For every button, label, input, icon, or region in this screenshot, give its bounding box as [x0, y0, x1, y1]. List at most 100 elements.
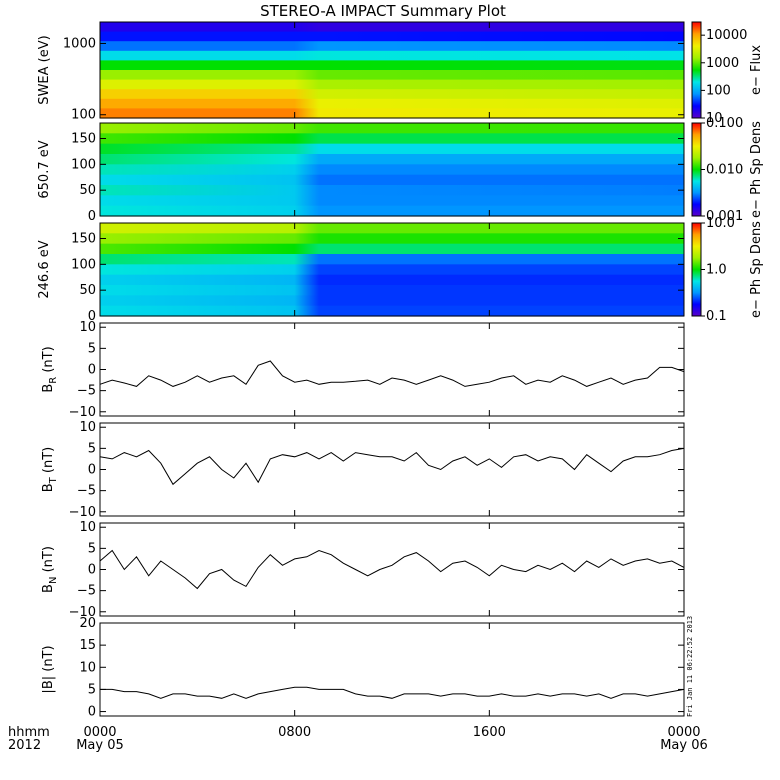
panel-frame: [99, 322, 685, 417]
y-axis-label-unit: (nT): [41, 346, 56, 376]
colorbar-tick-label: 0.001: [706, 209, 743, 224]
heatmap-row: [100, 70, 684, 81]
colorbar-label: e− Ph Sp Dens: [749, 221, 764, 318]
series-line-bt: [99, 447, 685, 486]
panel-frame: [99, 21, 685, 119]
panel-bmag: 0 5 10 15 20 |B| (nT): [41, 616, 685, 720]
plot-title: STEREO-A IMPACT Summary Plot: [260, 2, 506, 20]
panel-pad246: 0.1 1.0 10.0 e− Ph Sp Dens 0 50 100 150 246.6 eV: [37, 216, 764, 324]
colorbar-tick-label: 1.0: [706, 263, 727, 278]
heatmap-row: [100, 50, 684, 61]
time-axis-row-label-1: hhmm: [8, 725, 50, 740]
y-tick-label: 5: [88, 341, 96, 356]
y-tick-label: 0: [88, 363, 96, 378]
y-tick-label: −5: [77, 384, 96, 399]
panel-frame: [99, 522, 685, 617]
y-axis-label-main: 650.7 eV: [37, 140, 52, 198]
time-tick-label: 0800: [278, 725, 311, 740]
heatmap-row: [100, 174, 684, 186]
y-axis-label-main: B: [41, 384, 56, 393]
y-axis-label-main: 246.6 eV: [37, 240, 52, 298]
panel-frame: [99, 222, 685, 317]
y-tick-label: −5: [77, 584, 96, 599]
y-axis-label-bmag: |B| (nT): [41, 645, 56, 693]
y-tick-label: 5: [88, 541, 96, 556]
series-line-br: [99, 360, 685, 387]
y-tick-label: 150: [71, 232, 96, 247]
y-tick-label: 0: [88, 705, 96, 720]
y-axis-label-subscript: R: [48, 377, 59, 384]
y-tick-label: 10: [79, 320, 96, 335]
time-tick-date: May 06: [660, 738, 708, 753]
colorbar-pad246: [691, 222, 702, 317]
y-axis-label-pad650: 650.7 eV: [37, 140, 52, 198]
colorbar-pad650: [691, 122, 702, 217]
y-axis-label-main: B: [41, 483, 56, 492]
panel-frame: [99, 622, 685, 717]
series-line-bmag: [100, 686, 685, 699]
heatmap-row: [100, 79, 684, 90]
y-axis-label-pad246: 246.6 eV: [37, 240, 52, 298]
y-tick-label: 10: [79, 520, 96, 535]
y-tick-label: 20: [79, 616, 96, 631]
colorbar-tick-label: 10.0: [706, 216, 735, 231]
heatmap-row: [100, 164, 684, 176]
y-tick-label: 100: [71, 108, 96, 123]
heatmap-row: [100, 264, 684, 276]
heatmap-row: [100, 185, 684, 196]
time-tick-label: 0000: [83, 725, 116, 740]
colorbar-tick-label: 0.1: [706, 309, 727, 324]
heatmap-row: [100, 123, 684, 134]
heatmap-row: [100, 22, 684, 33]
y-axis-label-unit: (nT): [41, 447, 56, 477]
heatmap-row: [100, 143, 684, 155]
panel-frame: [99, 422, 685, 517]
heatmap-row: [100, 89, 684, 100]
heatmap-row: [100, 274, 684, 286]
heatmap-row: [100, 195, 684, 207]
y-tick-label: 1000: [63, 36, 96, 51]
creation-stamp: Fri Jan 11 06:22:52 2013: [686, 616, 694, 717]
colorbar-tick-label: 10000: [706, 28, 747, 43]
y-axis-label-main: SWEA (eV): [37, 35, 52, 104]
y-axis-label-unit: (nT): [41, 546, 56, 576]
y-axis-label-subscript: N: [48, 577, 59, 584]
heatmap-row: [100, 295, 684, 307]
heatmap-row: [100, 98, 684, 109]
colorbar-tick-label: 10: [706, 111, 723, 126]
y-tick-label: −10: [69, 405, 96, 420]
panel-frame: [99, 122, 685, 217]
series-line-bn: [99, 549, 685, 590]
heatmap-row: [100, 108, 684, 119]
time-axis-row-label-2: 2012: [8, 738, 41, 753]
time-tick-label: 1600: [473, 725, 506, 740]
y-tick-label: 0: [88, 209, 96, 224]
y-tick-label: 10: [79, 420, 96, 435]
y-axis-label-main: |B| (nT): [41, 645, 56, 693]
y-axis-label-bn: BN (nT): [41, 546, 59, 593]
heatmap-row: [100, 60, 684, 71]
y-axis-label-main: B: [41, 584, 56, 593]
y-tick-label: 50: [79, 183, 96, 198]
y-tick-label: −5: [77, 484, 96, 499]
colorbar-tick-label: 100: [706, 83, 731, 98]
panel-br: −10 −5 0 5 10 BR (nT): [41, 320, 685, 420]
y-tick-label: 15: [79, 638, 96, 653]
colorbar-swea: [691, 21, 702, 119]
colorbar-tick-label: 0.010: [706, 163, 743, 178]
y-tick-label: 100: [71, 157, 96, 172]
y-tick-label: 100: [71, 257, 96, 272]
heatmap-row: [100, 233, 684, 245]
colorbar-tick-label: 0.100: [706, 116, 743, 131]
y-tick-label: 0: [88, 309, 96, 324]
heatmap-row: [100, 154, 684, 165]
y-tick-label: 5: [88, 441, 96, 456]
heatmap-row: [100, 223, 684, 234]
heatmap-row: [100, 31, 684, 42]
heatmap-row: [100, 243, 684, 255]
y-tick-label: 0: [88, 463, 96, 478]
heatmap-row: [100, 285, 684, 296]
